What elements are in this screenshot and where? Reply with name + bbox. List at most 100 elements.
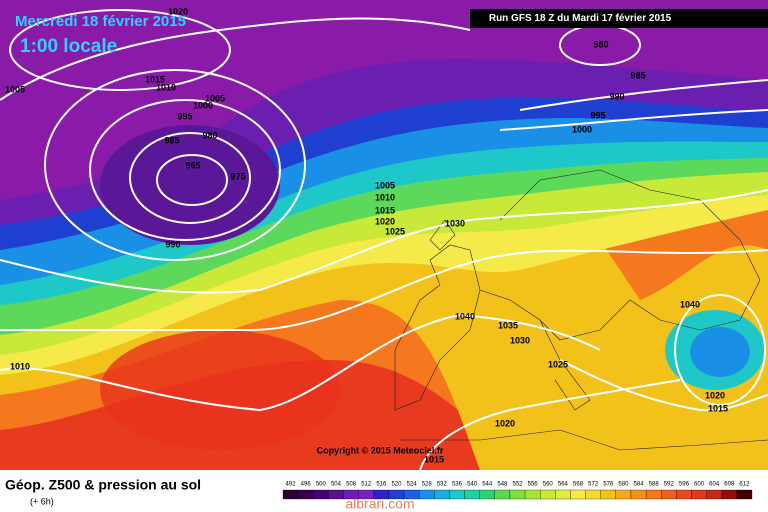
isobar-label: 1000: [572, 124, 592, 134]
scale-label: 540: [467, 482, 478, 488]
scale-cell: [676, 489, 692, 500]
isobar-label: 965: [185, 160, 200, 170]
scale-label: 592: [664, 482, 675, 488]
scale-label: 564: [558, 482, 569, 488]
isobar-label: 1005: [5, 84, 25, 94]
scale-label: 604: [709, 482, 720, 488]
scale-label: 520: [391, 482, 402, 488]
isobar-label: 1020: [705, 390, 725, 400]
isobar-label: 985: [164, 135, 179, 145]
geopotential-field: [0, 0, 768, 470]
scale-label: 528: [422, 482, 433, 488]
isobar-label: 1040: [680, 299, 700, 309]
run-box: [470, 9, 768, 28]
isobar-label: 990: [609, 91, 624, 101]
scale-cell: [661, 489, 677, 500]
scale-cell: [419, 489, 435, 500]
scale-label: 500: [316, 482, 327, 488]
run-info: Run GFS 18 Z du Mardi 17 février 2015: [489, 13, 672, 24]
isobar-label: 980: [593, 39, 608, 49]
isobars: [0, 9, 768, 471]
scale-cell: [540, 489, 556, 500]
isobar-label: 1010: [10, 361, 30, 371]
scale-cell: [434, 489, 450, 500]
scale-label: 516: [376, 482, 387, 488]
scale-label: 512: [361, 482, 372, 488]
scale-label: 532: [437, 482, 448, 488]
isobar-label: 1025: [548, 359, 568, 369]
scale-cell: [464, 489, 480, 500]
scale-cell: [585, 489, 601, 500]
scale-cell: [328, 489, 344, 500]
scale-cell: [555, 489, 571, 500]
scale-cell: [645, 489, 662, 500]
scale-label: 576: [603, 482, 614, 488]
scale-cell: [282, 489, 299, 500]
isobar-label: 975: [230, 171, 245, 181]
isobar-label: 1020: [495, 418, 515, 428]
scale-cell: [494, 489, 511, 500]
scale-cell: [509, 489, 526, 500]
scale-label: 596: [679, 482, 690, 488]
scale-label: 492: [286, 482, 297, 488]
isobar-label: 1035: [498, 320, 518, 330]
scale-label: 588: [649, 482, 660, 488]
isobar-label: 1025: [385, 226, 405, 236]
scale-label: 612: [739, 482, 750, 488]
scale-label: 556: [528, 482, 539, 488]
color-scale: 492 496 500 504 508 512 516 520 524 528 532 536 540 5…: [282, 482, 753, 500]
scale-cell: [600, 489, 616, 500]
scale-label: 548: [497, 482, 508, 488]
legend-title: Géop. Z500 & pression au sol: [5, 477, 201, 493]
isobar-label: 1040: [455, 311, 475, 321]
scale-cell: [706, 489, 722, 500]
isobar-label: 1015: [375, 205, 395, 215]
isobar-label: 1020: [168, 6, 188, 16]
isobar-label: 1015: [145, 74, 165, 84]
watermark: albrari.com: [345, 496, 414, 512]
isobar-label: 995: [177, 111, 192, 121]
copyright: Copyright © 2015 Meteociel.fr: [317, 445, 444, 455]
scale-label: 504: [331, 482, 342, 488]
legend-subtitle: (+ 6h): [30, 496, 54, 506]
scale-cell: [479, 489, 495, 500]
isobar-label: 1010: [375, 192, 395, 202]
scale-cell: [691, 489, 707, 500]
scale-label: 496: [301, 482, 312, 488]
scale-label: 584: [634, 482, 645, 488]
scale-label: 524: [407, 482, 418, 488]
isobar-label: 1005: [375, 180, 395, 190]
scale-label: 544: [482, 482, 493, 488]
scale-cell: [449, 489, 465, 500]
scale-label: 536: [452, 482, 463, 488]
scale-cell: [570, 489, 586, 500]
scale-cell: [297, 489, 314, 500]
isobar-label: 990: [165, 239, 180, 249]
isobar-label: 1030: [510, 335, 530, 345]
scale-label: 600: [694, 482, 705, 488]
isobar-label: 985: [630, 70, 645, 80]
scale-label: 508: [346, 482, 357, 488]
scale-label: 568: [573, 482, 584, 488]
scale-label: 560: [543, 482, 554, 488]
scale-cell: [630, 489, 647, 500]
scale-label: 572: [588, 482, 599, 488]
scale-label: 608: [724, 482, 735, 488]
isobar-label: 995: [590, 110, 605, 120]
scale-cell: [736, 489, 753, 500]
scale-cell: [524, 489, 541, 500]
isobar-label: 980: [202, 130, 217, 140]
isobar-label: 1015: [708, 403, 728, 413]
date: Mercredi 18 février 2015: [15, 13, 186, 30]
isobar-label: 1010: [156, 82, 176, 92]
scale-cell: [313, 489, 329, 500]
scale-label: 552: [512, 482, 523, 488]
scale-label: 580: [618, 482, 629, 488]
scale-cell: [721, 489, 738, 500]
isobar-label: 1000: [193, 100, 213, 110]
local-time: 1:00 locale: [20, 36, 117, 57]
isobar-label: 1030: [445, 218, 465, 228]
isobar-label: 1020: [375, 216, 395, 226]
